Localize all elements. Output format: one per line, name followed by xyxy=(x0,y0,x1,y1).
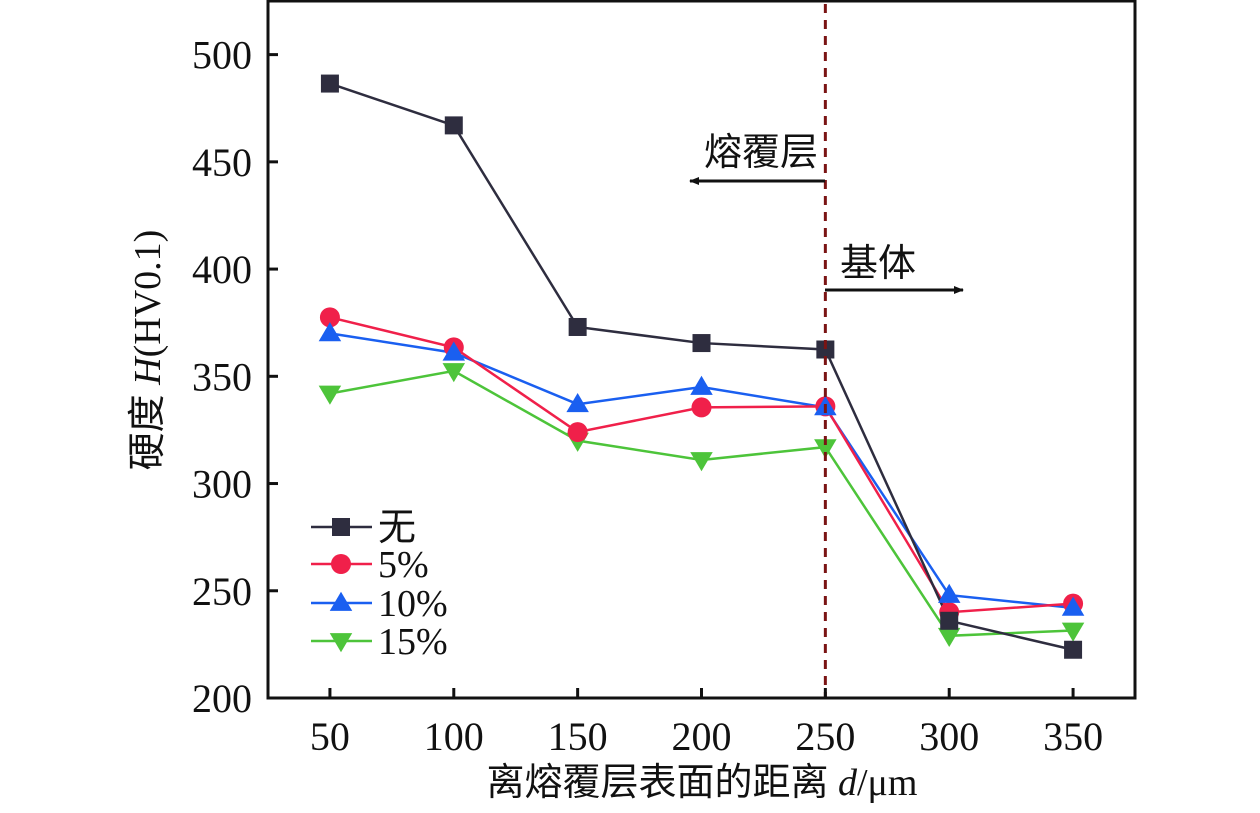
y-tick-label: 500 xyxy=(192,33,252,78)
legend-label: 5% xyxy=(378,544,429,586)
legend-item: 5% xyxy=(311,544,429,586)
data-point xyxy=(320,74,339,93)
x-tick-label: 50 xyxy=(310,714,350,759)
x-axis-title-unit: /μm xyxy=(857,762,918,804)
annotation-substrate: 基体 xyxy=(840,243,916,285)
data-point xyxy=(568,317,587,336)
data-point xyxy=(690,375,713,395)
x-axis-title-variable: d xyxy=(838,762,858,804)
data-point xyxy=(318,385,342,405)
legend-marker-square xyxy=(332,518,350,536)
legend: 无5%10%15% xyxy=(311,507,448,663)
legend-marker-triangle-up xyxy=(329,591,353,611)
series-1 xyxy=(329,82,1074,651)
data-point xyxy=(442,363,466,383)
series-line xyxy=(329,82,1074,651)
y-axis-title-unit: (HV0.1) xyxy=(127,230,169,358)
legend-item: 15% xyxy=(311,621,448,663)
x-tick-label: 150 xyxy=(548,714,608,759)
y-tick-label: 250 xyxy=(192,569,252,614)
data-point xyxy=(937,583,961,603)
legend-item: 10% xyxy=(311,583,448,625)
data-point xyxy=(1061,622,1085,642)
data-point xyxy=(690,452,713,472)
data-point xyxy=(940,611,959,630)
y-tick-label: 350 xyxy=(192,354,252,399)
series-markers-1 xyxy=(320,74,1083,659)
annotation-cladding-layer: 熔覆层 xyxy=(704,132,818,174)
legend-marker-circle xyxy=(331,554,351,574)
y-tick-label: 400 xyxy=(192,247,252,292)
data-point xyxy=(567,422,588,443)
axis-ticks: 50 100 150 200 250 300 350 200 250 300 350 400 450 50… xyxy=(192,33,1103,759)
x-tick-label: 350 xyxy=(1043,714,1103,759)
y-axis-title-variable: H xyxy=(127,355,169,386)
data-point xyxy=(691,397,712,418)
data-point xyxy=(444,116,463,135)
legend-label: 无 xyxy=(378,507,416,549)
x-axis-title: 离熔覆层表面的距离 d/μm xyxy=(486,762,917,804)
data-point xyxy=(319,307,340,328)
legend-label: 10% xyxy=(378,583,448,625)
x-tick-label: 100 xyxy=(424,714,484,759)
legend-item: 无 xyxy=(311,507,416,549)
legend-label: 15% xyxy=(378,621,448,663)
data-point xyxy=(816,340,835,359)
series-markers-3 xyxy=(318,322,1085,616)
data-point xyxy=(442,341,466,361)
y-tick-label: 300 xyxy=(192,462,252,507)
x-tick-label: 300 xyxy=(919,714,979,759)
x-tick-label: 250 xyxy=(795,714,855,759)
data-point xyxy=(814,439,837,459)
data-point xyxy=(1064,640,1083,659)
y-axis-title: 硬度 H(HV0.1) xyxy=(127,230,169,471)
data-point xyxy=(1061,596,1085,616)
x-tick-label: 200 xyxy=(672,714,732,759)
y-tick-label: 200 xyxy=(192,676,252,721)
y-axis-title-prefix: 硬度 xyxy=(127,385,169,471)
data-point xyxy=(566,392,589,413)
data-point xyxy=(937,627,961,648)
series-layer xyxy=(318,74,1085,659)
legend-marker-triangle-down xyxy=(329,633,353,653)
data-point xyxy=(318,322,342,342)
y-tick-label: 450 xyxy=(192,140,252,185)
data-point xyxy=(692,334,711,353)
x-axis-title-prefix: 离熔覆层表面的距离 xyxy=(486,762,838,804)
